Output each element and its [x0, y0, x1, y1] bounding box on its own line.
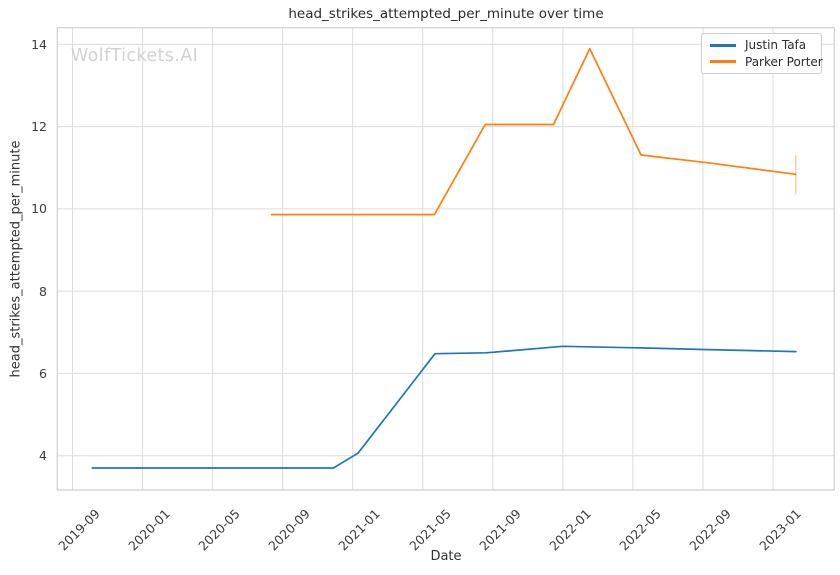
y-tick-label: 8 — [39, 283, 47, 299]
y-tick-label: 10 — [31, 201, 47, 217]
y-tick-label: 14 — [31, 36, 47, 52]
y-tick-label: 12 — [31, 119, 47, 135]
chart-title: head_strikes_attempted_per_minute over t… — [288, 6, 604, 22]
legend-label: Parker Porter — [745, 54, 823, 69]
legend-line-swatch-blue — [710, 44, 736, 47]
legend: Justin Tafa Parker Porter — [701, 33, 823, 74]
series-line-parker-porter — [270, 47, 797, 216]
y-axis-label: head_strikes_attempted_per_minute — [8, 140, 24, 378]
watermark: WolfTickets.AI — [71, 46, 199, 66]
legend-line-swatch-orange — [710, 60, 736, 63]
x-axis-label: Date — [430, 549, 462, 564]
legend-item-justin-tafa: Justin Tafa — [710, 38, 813, 52]
y-tick-label: 6 — [39, 365, 47, 381]
plot-border — [56, 27, 835, 491]
series-line-justin-tafa — [91, 345, 797, 469]
legend-label: Justin Tafa — [745, 38, 807, 53]
legend-item-parker-porter: Parker Porter — [710, 55, 823, 69]
y-tick-label: 4 — [39, 448, 47, 464]
